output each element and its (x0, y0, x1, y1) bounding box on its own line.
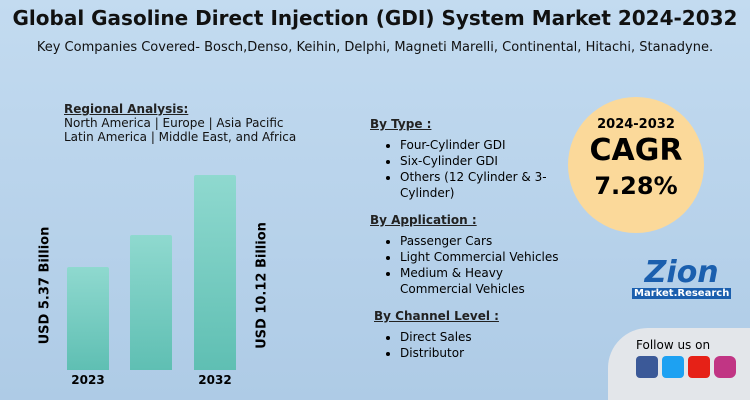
segment-heading: By Application : (370, 213, 477, 227)
regional-panel: Regional Analysis: North America | Europ… (64, 102, 296, 144)
segment-list: Passenger CarsLight Commercial VehiclesM… (370, 233, 590, 297)
logo-name: Zion (644, 255, 719, 290)
segment-heading: By Type : (370, 117, 432, 131)
cagr-period: 2024-2032 (597, 117, 675, 132)
logo-tagline: Market.Research (632, 288, 732, 299)
facebook-icon[interactable] (636, 356, 658, 378)
regional-heading: Regional Analysis: (64, 102, 189, 116)
bar-chart: 2023 USD 5.37 Billion 2032 USD 10.12 Billio… (0, 0, 300, 400)
cagr-label: CAGR (589, 133, 683, 168)
social-box: Follow us on (608, 328, 750, 400)
regional-line: Latin America | Middle East, and Africa (64, 130, 297, 144)
x-label: 2023 (71, 373, 105, 387)
subtitle: Key Companies Covered- Bosch,Denso, Keih… (36, 40, 714, 55)
bar (130, 235, 172, 370)
segment-list: Direct SalesDistributor (370, 329, 590, 361)
segment-item: Medium & Heavy Commercial Vehicles (400, 265, 570, 297)
x-label: 2032 (198, 373, 232, 387)
logo: Zion Market.Research (632, 255, 732, 299)
segment-list: Four-Cylinder GDISix-Cylinder GDIOthers … (370, 137, 590, 201)
cagr-circle: 2024-2032 CAGR 7.28% (568, 97, 704, 233)
social-icons (636, 356, 736, 378)
youtube-icon[interactable] (688, 356, 710, 378)
segment-item: Others (12 Cylinder & 3-Cylinder) (400, 169, 570, 201)
segment-item: Distributor (400, 345, 570, 361)
twitter-icon[interactable] (662, 356, 684, 378)
cagr-value: 7.28% (594, 172, 678, 200)
instagram-icon[interactable] (714, 356, 736, 378)
segment-item: Six-Cylinder GDI (400, 153, 570, 169)
regional-line: North America | Europe | Asia Pacific (64, 116, 284, 130)
segment-heading: By Channel Level : (374, 309, 499, 323)
social-text: Follow us on (636, 338, 711, 352)
bar (194, 175, 236, 370)
segments: By Type : Four-Cylinder GDISix-Cylinder G… (370, 117, 590, 361)
segment-item: Passenger Cars (400, 233, 570, 249)
segment-item: Light Commercial Vehicles (400, 249, 570, 265)
title: Global Gasoline Direct Injection (GDI) S… (12, 6, 738, 30)
segment-item: Four-Cylinder GDI (400, 137, 570, 153)
value-label: USD 10.12 Billion (254, 222, 270, 349)
bar (67, 266, 109, 370)
segment-item: Direct Sales (400, 329, 570, 345)
value-label: USD 5.37 Billion (37, 226, 53, 345)
